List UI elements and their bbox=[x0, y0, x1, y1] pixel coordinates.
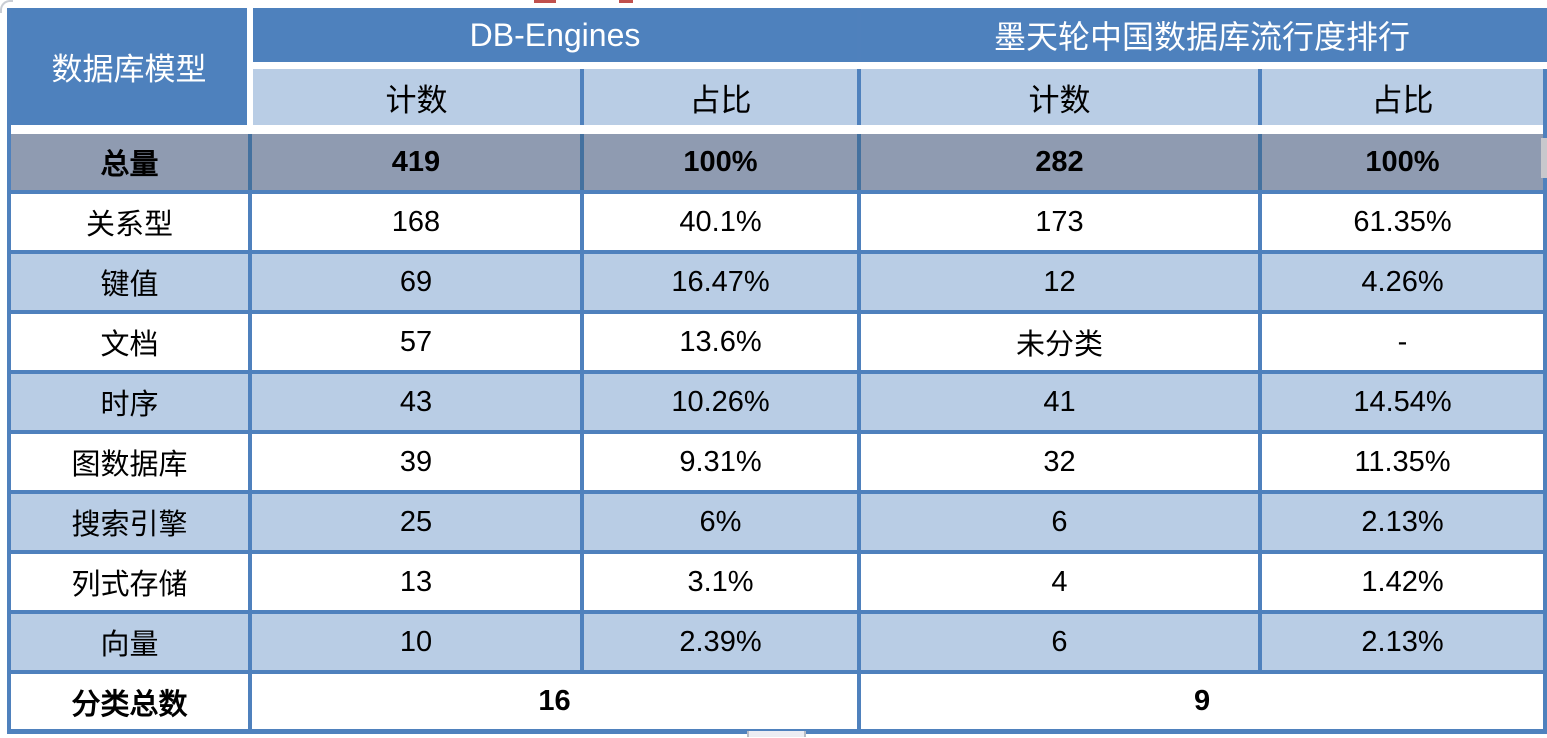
group-header-motianlun: 墨天轮中国数据库流行度排行 bbox=[856, 8, 1546, 69]
subheader-db-count: 计数 bbox=[250, 65, 582, 125]
table-row-category-count: 分类总数 16 9 bbox=[9, 672, 1546, 732]
row-label: 搜索引擎 bbox=[9, 492, 250, 554]
table-row-document: 文档 57 13.6% 未分类 - bbox=[9, 312, 1546, 374]
table-row-columnar: 列式存储 13 3.1% 4 1.42% bbox=[9, 552, 1546, 614]
row-label: 列式存储 bbox=[9, 552, 250, 614]
cell-mt-share: 14.54% bbox=[1257, 372, 1546, 434]
spacer-row bbox=[9, 125, 1546, 134]
subheader-mt-count: 计数 bbox=[857, 65, 1260, 125]
table-row-relational: 关系型 168 40.1% 173 61.35% bbox=[9, 192, 1546, 254]
table-row-search-engine: 搜索引擎 25 6% 6 2.13% bbox=[9, 492, 1546, 554]
header-row-groups: 数据库模型 DB-Engines 墨天轮中国数据库流行度排行 bbox=[9, 8, 1546, 125]
table-row-vector: 向量 10 2.39% 6 2.13% bbox=[9, 612, 1546, 674]
cropped-red-text-fragment bbox=[534, 0, 556, 3]
cell-mt-count: 6 bbox=[857, 492, 1260, 554]
cell-total-db-share: 100% bbox=[580, 134, 859, 194]
cell-db-share: 16.47% bbox=[580, 252, 859, 314]
cell-db-share: 10.26% bbox=[580, 372, 859, 434]
cell-total-mt-count: 282 bbox=[857, 134, 1260, 194]
cell-db-share: 6% bbox=[580, 492, 859, 554]
cell-mt-share: 11.35% bbox=[1257, 432, 1546, 494]
cell-db-count: 25 bbox=[248, 492, 582, 554]
cell-total-mt-share: 100% bbox=[1257, 134, 1546, 194]
spacer-cell bbox=[9, 125, 1546, 134]
cell-db-count: 13 bbox=[248, 552, 582, 614]
table-row-total: 总量 419 100% 282 100% bbox=[9, 134, 1546, 194]
subheader-db-share: 占比 bbox=[580, 65, 859, 125]
cell-mt-count: 12 bbox=[857, 252, 1260, 314]
cell-db-count: 69 bbox=[248, 252, 582, 314]
header-row-metrics: 计数 占比 计数 占比 bbox=[9, 65, 1546, 125]
row-label: 图数据库 bbox=[9, 432, 250, 494]
cell-db-count: 39 bbox=[248, 432, 582, 494]
cell-db-share: 40.1% bbox=[580, 192, 859, 254]
cell-db-count: 10 bbox=[248, 612, 582, 674]
cell-db-count: 57 bbox=[248, 312, 582, 374]
cell-db-share: 3.1% bbox=[580, 552, 859, 614]
row-label: 文档 bbox=[9, 312, 250, 374]
cell-mt-share: 61.35% bbox=[1257, 192, 1546, 254]
window-corner-fragment bbox=[0, 0, 13, 13]
scrollbar-fragment bbox=[747, 731, 806, 737]
cell-mt-share: - bbox=[1257, 312, 1546, 374]
cell-mt-count: 41 bbox=[857, 372, 1260, 434]
row-label: 键值 bbox=[9, 252, 250, 314]
comparison-table: 数据库模型 DB-Engines 墨天轮中国数据库流行度排行 计数 占比 计数 … bbox=[7, 8, 1547, 734]
group-header-db-engines: DB-Engines bbox=[250, 8, 859, 69]
cell-mt-share: 4.26% bbox=[1257, 252, 1546, 314]
cell-db-share: 9.31% bbox=[580, 432, 859, 494]
cell-mt-share: 1.42% bbox=[1257, 552, 1546, 614]
table-row-graph: 图数据库 39 9.31% 32 11.35% bbox=[9, 432, 1546, 494]
cropped-red-text-fragment bbox=[619, 0, 633, 3]
row-label-category-count: 分类总数 bbox=[9, 672, 250, 732]
table-row-key-value: 键值 69 16.47% 12 4.26% bbox=[9, 252, 1546, 314]
cell-mt-count: 173 bbox=[857, 192, 1260, 254]
cell-db-count: 168 bbox=[248, 192, 582, 254]
cell-mt-count: 未分类 bbox=[857, 312, 1260, 374]
row-label: 关系型 bbox=[9, 192, 250, 254]
cell-mt-share: 2.13% bbox=[1257, 492, 1546, 554]
cell-mt-category-count: 9 bbox=[856, 672, 1546, 732]
cell-db-category-count: 16 bbox=[248, 672, 859, 732]
cell-mt-share: 2.13% bbox=[1257, 612, 1546, 674]
cell-mt-count: 6 bbox=[857, 612, 1260, 674]
cell-total-db-count: 419 bbox=[248, 134, 582, 194]
subheader-mt-share: 占比 bbox=[1257, 65, 1546, 125]
row-label: 向量 bbox=[9, 612, 250, 674]
row-label: 时序 bbox=[9, 372, 250, 434]
cell-mt-count: 32 bbox=[857, 432, 1260, 494]
cell-db-share: 2.39% bbox=[580, 612, 859, 674]
row-label-total: 总量 bbox=[9, 134, 250, 194]
cell-mt-count: 4 bbox=[857, 552, 1260, 614]
cell-db-share: 13.6% bbox=[580, 312, 859, 374]
corner-header-database-model: 数据库模型 bbox=[9, 8, 253, 125]
right-edge-fragment bbox=[1541, 138, 1547, 178]
cell-db-count: 43 bbox=[248, 372, 582, 434]
table-row-time-series: 时序 43 10.26% 41 14.54% bbox=[9, 372, 1546, 434]
